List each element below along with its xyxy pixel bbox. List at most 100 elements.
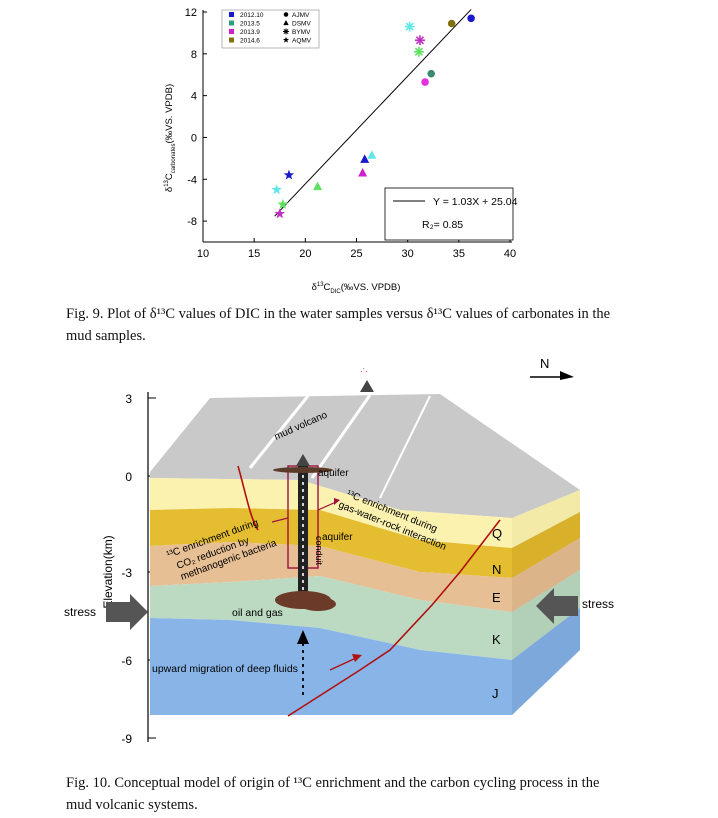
fit-box xyxy=(384,187,514,241)
tick-label-m3: -3 xyxy=(121,566,132,580)
data-point xyxy=(367,150,377,159)
fit-equation: Y = 1.03X + 25.04 xyxy=(433,196,518,208)
volcano-emission-icon: ·˙· xyxy=(360,367,368,376)
legend-year-swatch xyxy=(229,20,234,26)
legend-site-label: AJMV xyxy=(292,12,310,19)
legend-year-label: 2013.9 xyxy=(240,29,260,36)
fault-right xyxy=(287,519,501,717)
upward-arrow-head xyxy=(297,630,309,644)
label-upward: upward migration of deep fluids xyxy=(152,663,298,675)
legend-site-symbol xyxy=(282,36,290,43)
top-surface xyxy=(150,394,580,518)
fault-left xyxy=(237,465,259,531)
figure10-caption-line1: Fig. 10. Conceptual model of origin of ¹… xyxy=(66,775,600,791)
data-point xyxy=(467,14,475,23)
data-point xyxy=(358,168,368,177)
layer-e-front xyxy=(150,542,512,612)
layer-k-front xyxy=(150,576,512,660)
label-layer-j: J xyxy=(492,686,499,701)
x-tick-label: 35 xyxy=(453,248,465,260)
data-point xyxy=(404,21,415,32)
label-layer-n: N xyxy=(492,562,501,577)
top-volcano-icon xyxy=(360,380,374,392)
legend-year-label: 2012.10 xyxy=(240,12,264,19)
data-point xyxy=(283,169,295,180)
legend-site-label: AQMV xyxy=(292,38,312,45)
x-tick-label: 15 xyxy=(248,248,260,260)
tick-label-m6: -6 xyxy=(121,654,132,668)
tick-label-m9: -9 xyxy=(121,732,132,746)
arrow-right-head xyxy=(334,498,340,505)
x-tick-label: 20 xyxy=(299,248,311,260)
label-stress-right: stress xyxy=(582,597,614,611)
x-tick-label: 30 xyxy=(402,248,414,260)
data-point xyxy=(274,208,285,219)
x-tick-label: 40 xyxy=(504,248,516,260)
x-tick-label: 25 xyxy=(350,248,362,260)
legend-year-swatch xyxy=(229,29,234,34)
legend-year-label: 2013.5 xyxy=(240,21,260,28)
fit-line xyxy=(274,9,472,217)
surface-crack-3 xyxy=(379,395,431,499)
x-axis-label: δ13CDIC(‰VS. VPDB) xyxy=(312,282,401,295)
legend-site-label: DSMV xyxy=(292,21,311,28)
legend-box xyxy=(221,9,320,49)
y-tick-label: -4 xyxy=(187,174,197,186)
layer-q-side xyxy=(512,490,580,548)
north-arrow-head xyxy=(560,371,574,380)
arrow-right-shaft xyxy=(317,501,337,511)
legend-year-label: 2014.6 xyxy=(240,38,260,45)
label-stress-left: stress xyxy=(64,605,96,619)
legend-site-symbol xyxy=(283,28,290,35)
layer-j-side xyxy=(512,608,580,715)
north-label: N xyxy=(540,356,549,371)
y-tick-label: -8 xyxy=(187,216,197,228)
figure10-caption: Fig. 10. Conceptual model of origin of ¹… xyxy=(66,772,686,816)
fault-arrow-shaft xyxy=(329,657,357,671)
legend-site-symbol xyxy=(283,12,289,17)
data-point xyxy=(427,69,436,78)
layer-n-front xyxy=(150,508,512,578)
mud-volcano-cone-icon xyxy=(296,454,310,466)
figure10: N 3 0 -3 -6 -9 Elevation(km) xyxy=(0,350,718,770)
y-tick-label: 0 xyxy=(191,132,197,144)
legend-site-label: BYMV xyxy=(292,29,311,36)
data-point xyxy=(313,181,323,191)
y-tick-label: 12 xyxy=(185,7,197,19)
layer-e-side xyxy=(512,538,580,612)
layer-n-side xyxy=(512,512,580,578)
tick-label-0: 0 xyxy=(125,470,132,484)
arrow-left-shaft xyxy=(271,517,289,523)
data-point xyxy=(413,46,424,57)
label-aquifer-top: aquifer xyxy=(318,468,349,479)
surface-crack-2 xyxy=(310,394,372,479)
data-point xyxy=(271,184,282,195)
stress-arrow-right xyxy=(536,588,578,624)
tick-label-3: 3 xyxy=(125,392,132,406)
legend-year-swatch xyxy=(229,37,234,43)
label-layer-k: K xyxy=(492,632,501,647)
label-oil-gas: oil and gas xyxy=(232,607,283,619)
figure9-caption-line1: Fig. 9. Plot of δ¹³C values of DIC in th… xyxy=(66,306,611,322)
surface-crack-1 xyxy=(248,395,310,469)
fit-r2: R₂= 0.85 xyxy=(422,219,463,231)
x-tick-label: 10 xyxy=(197,248,209,260)
figure9-caption-line2: mud samples. xyxy=(66,328,146,344)
data-point xyxy=(414,35,425,46)
legend-site-symbol xyxy=(283,20,289,26)
figure9-caption: Fig. 9. Plot of δ¹³C values of DIC in th… xyxy=(66,303,686,347)
label-layer-e: E xyxy=(492,590,501,605)
y-axis-label: δ13Ccarbonates(‰VS. VPDB) xyxy=(164,84,177,192)
layer-q-front xyxy=(150,478,512,548)
oil-gas-reservoir-lobe xyxy=(300,597,336,611)
y-tick-label: 4 xyxy=(191,91,197,103)
figure10-diagram: N 3 0 -3 -6 -9 Elevation(km) xyxy=(64,356,614,746)
y-tick-label: 8 xyxy=(191,49,197,61)
data-point xyxy=(421,78,429,86)
fault-arrow-head xyxy=(352,654,362,662)
mud-flow-top xyxy=(273,467,333,473)
layer-j-front xyxy=(150,618,512,715)
label-conduit: conduit xyxy=(314,536,324,566)
figure10-caption-line2: mud volcanic systems. xyxy=(66,797,198,813)
